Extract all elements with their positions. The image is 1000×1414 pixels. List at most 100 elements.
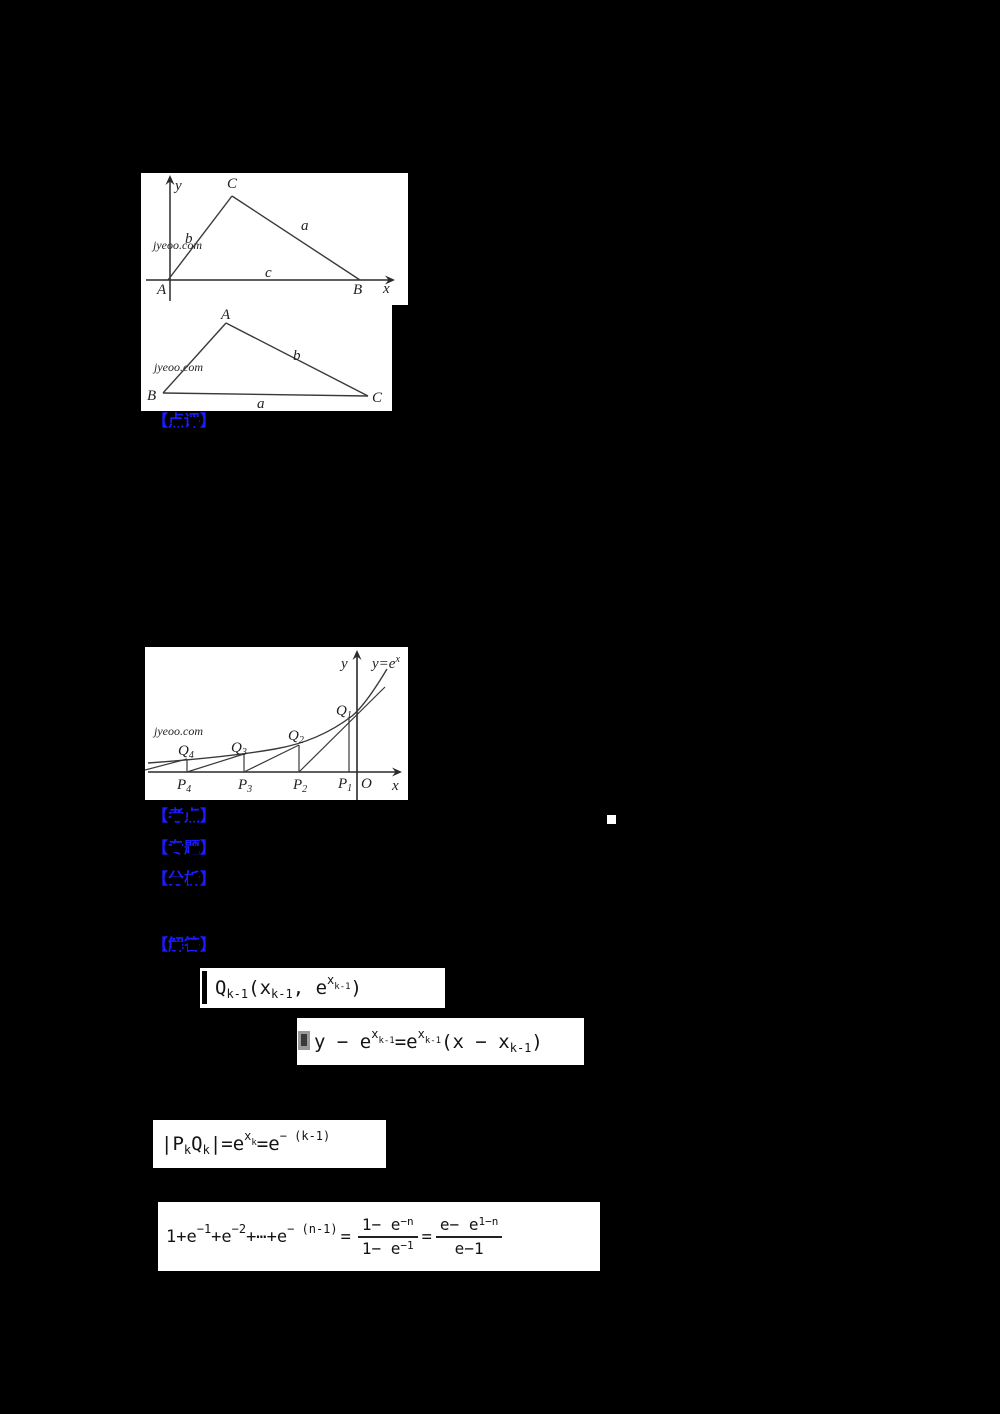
white-speck-artifact (607, 815, 616, 824)
side-a-label: a (257, 396, 265, 411)
x-axis-label: x (382, 281, 390, 297)
formula-text: , e (292, 977, 328, 999)
fraction-denominator: e−1 (454, 1238, 484, 1258)
vertex-a-label: A (156, 282, 167, 298)
formula-subscript: k (251, 1138, 257, 1148)
x-axis-arrow-icon (392, 767, 402, 777)
fraction-numerator: e− e1−n (435, 1215, 503, 1238)
formula-superscript: xk-1 (371, 1026, 395, 1046)
y-axis-arrow-icon (352, 650, 362, 660)
formula-text: y − e (314, 1030, 372, 1053)
tangent-q3-line (186, 753, 245, 773)
section-label-text: 【分析】 (152, 869, 217, 888)
formula-text: |P (161, 1133, 184, 1155)
point-q4-label: Q4 (178, 743, 194, 761)
formula-fraction: 1− e−n 1− e−1 (357, 1215, 418, 1259)
formula-superscript: −2 (231, 1221, 247, 1236)
exp-curve (147, 668, 388, 764)
tangent-q2-line (243, 744, 300, 773)
formula-text: = (421, 1226, 432, 1247)
formula-text: =e (256, 1133, 280, 1155)
figure-triangle-axes: jyeoo.com y x A C B b a c (141, 173, 408, 305)
corruption-artifact (188, 875, 199, 884)
formula-series-sum: 1+e −1 +e −2 +⋯+e − (n-1) = 1− e−n 1− e−1 = e− e1−… (158, 1202, 600, 1271)
formula-text: (x (248, 977, 272, 999)
section-label-keypoints: 【考点】 (152, 806, 222, 827)
section-label-text: 【解答】 (152, 935, 217, 954)
tangent-q4-line (144, 758, 188, 771)
formula-text: Q (215, 977, 227, 999)
formula-subscript: k-1 (378, 1035, 395, 1046)
vertex-b-label: B (147, 388, 156, 404)
y-axis-label: y (339, 656, 348, 672)
point-q1-label: Q1 (336, 703, 352, 721)
corruption-artifact (189, 846, 199, 854)
side-b-label: b (293, 348, 301, 364)
formula-text: |=e (209, 1133, 245, 1155)
formula-superscript: xk (244, 1129, 257, 1148)
formula-text: ) (350, 977, 362, 999)
formula-subscript: k-1 (509, 1040, 532, 1055)
point-q2-label: Q2 (288, 728, 304, 746)
exponential-graph-drawing: jyeoo.com y y=ex x O Q4 Q3 Q2 (144, 650, 402, 800)
corruption-artifact (188, 811, 198, 821)
triangle-axes-drawing: jyeoo.com y x A C B b a c (146, 175, 395, 301)
vertex-c-label: C (372, 390, 383, 406)
formula-fraction: e− e1−n e−1 (435, 1215, 503, 1259)
formula-superscript: −1 (196, 1221, 212, 1236)
vertex-a-label: A (220, 307, 231, 323)
tangent-q1-line (298, 686, 386, 773)
section-label-text: 【考点】 (152, 806, 217, 825)
corruption-artifact (172, 419, 182, 426)
formula-text: =e (394, 1030, 418, 1053)
fraction-denominator: 1− e−1 (361, 1238, 414, 1258)
formula-superscript: − (k-1) (279, 1129, 331, 1143)
section-label-comment: 【点评】 (152, 411, 222, 432)
corruption-artifact (189, 417, 199, 426)
corruption-artifact (188, 940, 199, 950)
formula-text: +⋯+e (246, 1226, 288, 1247)
corruption-artifact (172, 844, 182, 852)
watermark-text: jyeoo.com (152, 360, 203, 374)
vertex-b-label: B (353, 282, 362, 298)
formula-text: ) (531, 1030, 543, 1053)
origin-label: O (361, 776, 372, 792)
formula-text: x (371, 1026, 379, 1041)
x-axis-arrow-icon (385, 275, 395, 285)
formula-superscript: xk-1 (418, 1027, 442, 1046)
side-b-line (225, 322, 369, 397)
corruption-artifact (202, 971, 207, 1004)
formula-subscript: k-1 (271, 987, 293, 1001)
point-p3-label: P3 (237, 777, 252, 795)
formula-tangent-line: y − e xk-1 =e xk-1 (x − x k-1) (297, 1018, 584, 1065)
figure-exponential-graph: jyeoo.com y y=ex x O Q4 Q3 Q2 (144, 647, 408, 800)
section-label-text: 【专题】 (152, 838, 217, 857)
formula-text: (x − x (441, 1030, 510, 1053)
curve-equation-label: y=ex (370, 654, 400, 672)
formula-text: x (327, 973, 335, 987)
y-axis-label: y (173, 178, 182, 194)
point-p2-label: P2 (292, 777, 307, 795)
watermark-text: jyeoo.com (151, 238, 202, 252)
side-b-line (167, 195, 233, 281)
point-p4-label: P4 (176, 777, 191, 795)
formula-text: = (340, 1226, 351, 1247)
corruption-artifact (172, 942, 182, 950)
vertex-c-label: C (227, 176, 238, 192)
corruption-artifact (171, 877, 181, 884)
formula-subscript: k (202, 1143, 210, 1157)
formula-subscript: k-1 (226, 987, 249, 1001)
side-c-label: c (265, 265, 272, 281)
side-a-label: a (301, 218, 309, 234)
formula-subscript: k-1 (334, 982, 351, 992)
section-label-topic: 【专题】 (152, 838, 222, 859)
triangle-plain-drawing: jyeoo.com A B C b a (147, 307, 383, 412)
section-label-text: 【点评】 (152, 411, 217, 430)
formula-superscript: xk-1 (327, 973, 351, 992)
figure-triangle-plain: jyeoo.com A B C b a (141, 305, 392, 412)
formula-text: x (244, 1129, 252, 1143)
formula-text: 1+e (166, 1226, 197, 1247)
